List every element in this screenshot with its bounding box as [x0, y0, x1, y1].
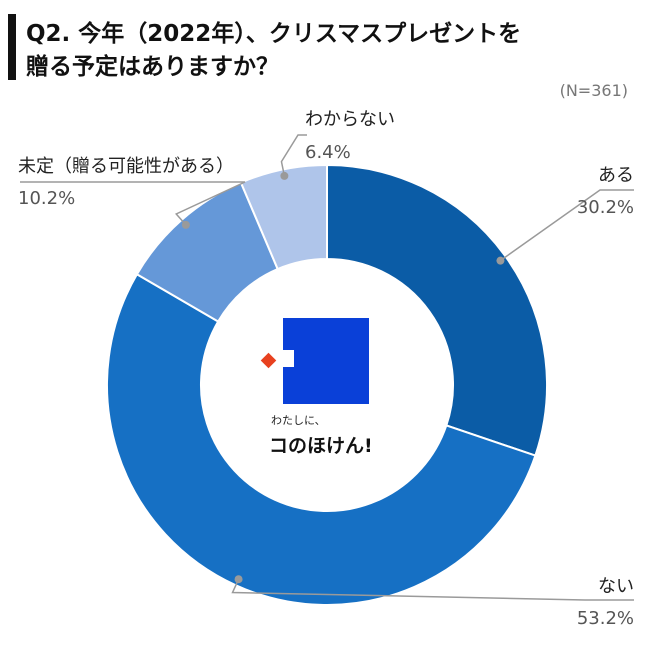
title-line-2: 贈る予定はありますか？	[26, 54, 279, 80]
leader-line-2	[20, 181, 246, 226]
slice-value-0: 30.2%	[577, 197, 634, 218]
sample-size-label: (N=361)	[559, 81, 628, 100]
brand-logo: わたしに、 コのほけん!	[260, 318, 373, 457]
leader-dot-3	[280, 171, 289, 180]
slice-value-3: 6.4%	[305, 142, 351, 163]
logo-white-notch	[279, 350, 294, 367]
leader-dot-2	[181, 220, 190, 229]
logo-blue-square	[283, 318, 369, 404]
logo-tagline: わたしに、	[271, 414, 326, 427]
slice-labels: ある 30.2% ない 53.2% 未定（贈る可能性がある） 10.2% わからない 6.4%	[18, 109, 634, 629]
slice-label-0: ある	[598, 165, 634, 186]
leader-line-3	[280, 134, 307, 177]
title-accent-bar	[8, 14, 16, 80]
title-line-1: Q2. 今年（2022年）、クリスマスプレゼントを	[26, 21, 522, 47]
slice-3	[239, 163, 328, 271]
leader-line-1	[231, 578, 634, 601]
slice-label-2: 未定（贈る可能性がある）	[18, 156, 234, 177]
donut-slices	[106, 163, 548, 606]
chart-title: Q2. 今年（2022年）、クリスマスプレゼントを 贈る予定はありますか？	[26, 18, 626, 84]
slice-0	[326, 163, 548, 457]
slice-value-2: 10.2%	[18, 188, 75, 209]
leader-dot-0	[496, 256, 505, 265]
slice-value-1: 53.2%	[577, 608, 634, 629]
leader-dot-1	[234, 575, 243, 584]
slice-1	[106, 272, 537, 606]
logo-name: コのほけん!	[269, 435, 373, 457]
slice-label-1: ない	[598, 576, 634, 597]
logo-red-diamond	[260, 352, 277, 369]
leader-lines	[20, 134, 634, 601]
leader-line-0	[499, 189, 634, 262]
slice-label-3: わからない	[305, 109, 395, 130]
